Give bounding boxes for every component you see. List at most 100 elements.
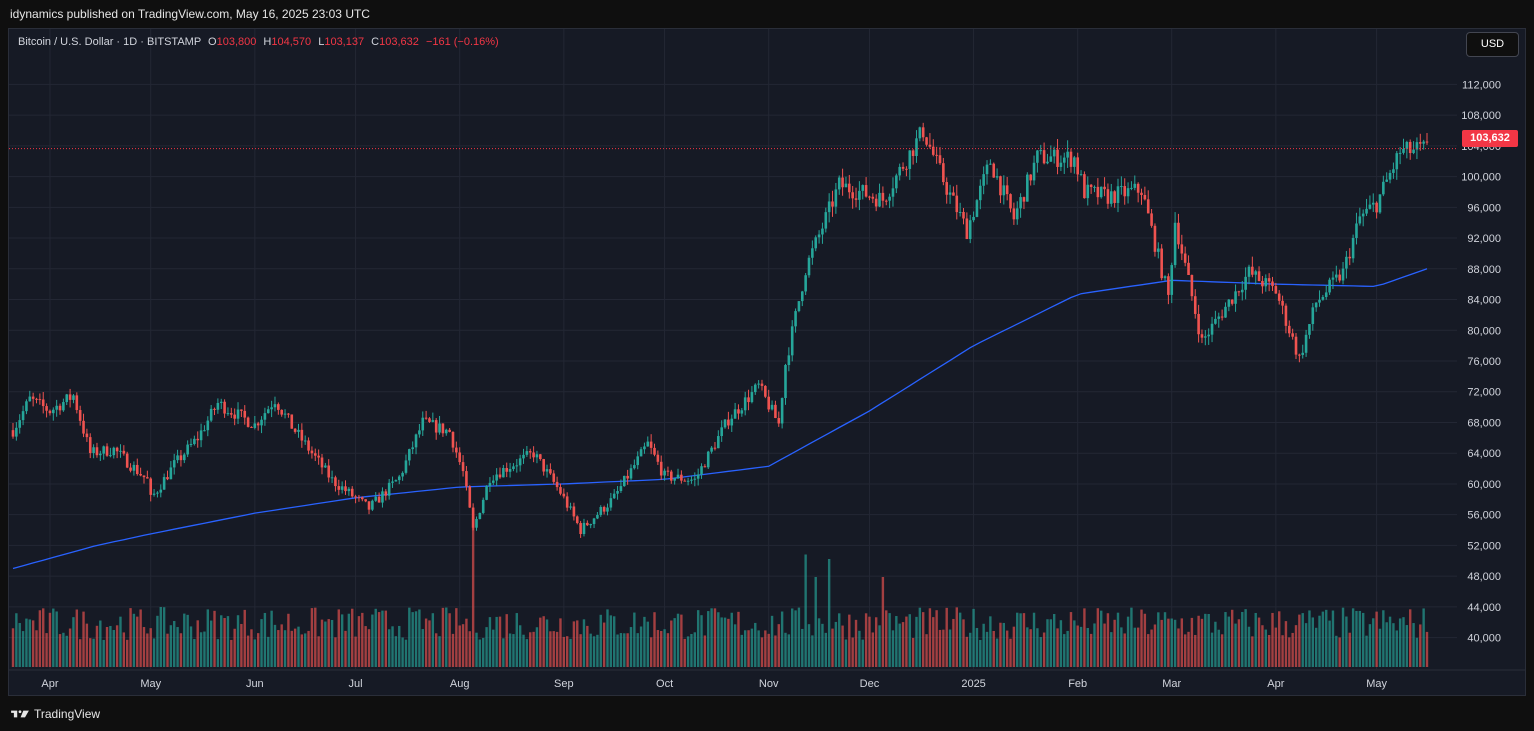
candle-body (1052, 149, 1056, 157)
candle-body (1214, 318, 1217, 324)
volume-bar (206, 609, 210, 667)
candle-body (397, 476, 401, 481)
candle-body (166, 477, 169, 480)
chart-panel[interactable]: 112,000108,000104,000100,00096,00092,000… (8, 28, 1526, 696)
candle-body (780, 398, 784, 424)
candle-body (985, 164, 989, 175)
currency-button[interactable]: USD (1466, 32, 1519, 57)
volume-bar (999, 622, 1002, 667)
y-axis-tick-label: 68,000 (1467, 417, 1501, 429)
candle-body (925, 137, 928, 145)
candle-body (263, 413, 267, 420)
candle-body (1026, 174, 1029, 202)
volume-bar (152, 638, 156, 667)
candle-body (864, 185, 868, 197)
candle-body (1392, 169, 1395, 173)
candle-body (1385, 179, 1388, 182)
y-axis-tick-label: 92,000 (1467, 233, 1501, 245)
volume-bar (357, 616, 361, 667)
candle-body (1361, 213, 1365, 217)
volume-bar (1304, 623, 1308, 667)
candle-body (468, 486, 472, 508)
candle-body (999, 176, 1002, 196)
volume-bar (1378, 628, 1382, 667)
volume-bar (1103, 623, 1106, 667)
volume-bar (703, 635, 707, 667)
candle-body (1076, 157, 1079, 175)
volume-bar (764, 630, 767, 667)
low-key: L (318, 36, 325, 48)
volume-bar (223, 618, 226, 667)
candle-body (931, 146, 935, 155)
candle-body (639, 449, 643, 457)
candle-body (572, 506, 576, 517)
symbol-label[interactable]: Bitcoin / U.S. Dollar · 1D · BITSTAMP (18, 36, 201, 48)
candle-body (152, 493, 156, 495)
candle-body (777, 418, 781, 424)
volume-bar (115, 625, 119, 667)
candle-body (1096, 186, 1100, 198)
candle-body (25, 401, 28, 412)
candle-body (186, 444, 189, 455)
candle-body (1163, 276, 1167, 279)
volume-bar (1200, 618, 1204, 667)
volume-bar (1026, 627, 1029, 667)
candle-body (1382, 181, 1385, 195)
candle-body (649, 441, 653, 448)
last-price-badge: 103,632 (1462, 130, 1518, 147)
candle-body (1304, 334, 1308, 353)
volume-bar (569, 638, 572, 667)
candle-body (700, 466, 703, 475)
candle-body (683, 480, 687, 482)
volume-bar (1298, 614, 1301, 667)
candle-body (458, 452, 462, 463)
candle-body (532, 452, 535, 458)
candle-body (330, 477, 334, 479)
volume-bar (1063, 634, 1066, 667)
volume-bar (1365, 635, 1368, 667)
volume-bar (1086, 628, 1089, 667)
volume-bar (377, 612, 381, 667)
candle-body (911, 150, 915, 157)
candle-body (851, 192, 854, 199)
volume-bar (374, 608, 377, 667)
volume-bar (733, 624, 737, 667)
candle-body (485, 486, 488, 500)
volume-bar (1261, 625, 1264, 667)
candle-body (78, 410, 82, 421)
candle-body (616, 490, 619, 494)
candle-body (596, 514, 599, 519)
volume-bar (942, 629, 945, 667)
volume-bar (613, 616, 616, 667)
volume-bar (1005, 630, 1009, 667)
volume-bar (246, 635, 250, 667)
candle-body (1284, 305, 1288, 326)
tradingview-brand[interactable]: TradingView (10, 707, 100, 721)
volume-bar (92, 638, 95, 667)
volume-bar (1120, 627, 1123, 667)
candle-body (898, 166, 901, 176)
candle-body (1056, 149, 1059, 167)
volume-bar (351, 608, 354, 667)
volume-bar (646, 621, 649, 667)
volume-bar (176, 627, 179, 667)
candle-body (972, 216, 975, 221)
volume-bar (129, 608, 132, 667)
volume-bar (619, 633, 623, 667)
volume-bar (156, 615, 159, 667)
volume-bar (15, 613, 18, 667)
volume-bar (565, 636, 569, 667)
volume-bar (411, 612, 414, 667)
volume-bar (1076, 625, 1079, 667)
price-chart[interactable]: 112,000108,000104,000100,00096,00092,000… (9, 29, 1525, 695)
candle-body (730, 418, 734, 426)
volume-bar (1288, 637, 1291, 667)
candle-body (290, 414, 294, 429)
candle-body (162, 477, 166, 490)
volume-bar (1093, 623, 1096, 667)
volume-bar (660, 630, 663, 667)
volume-bar (428, 620, 431, 667)
candle-body (807, 257, 811, 276)
volume-bar (280, 624, 283, 667)
candle-body (105, 446, 109, 456)
